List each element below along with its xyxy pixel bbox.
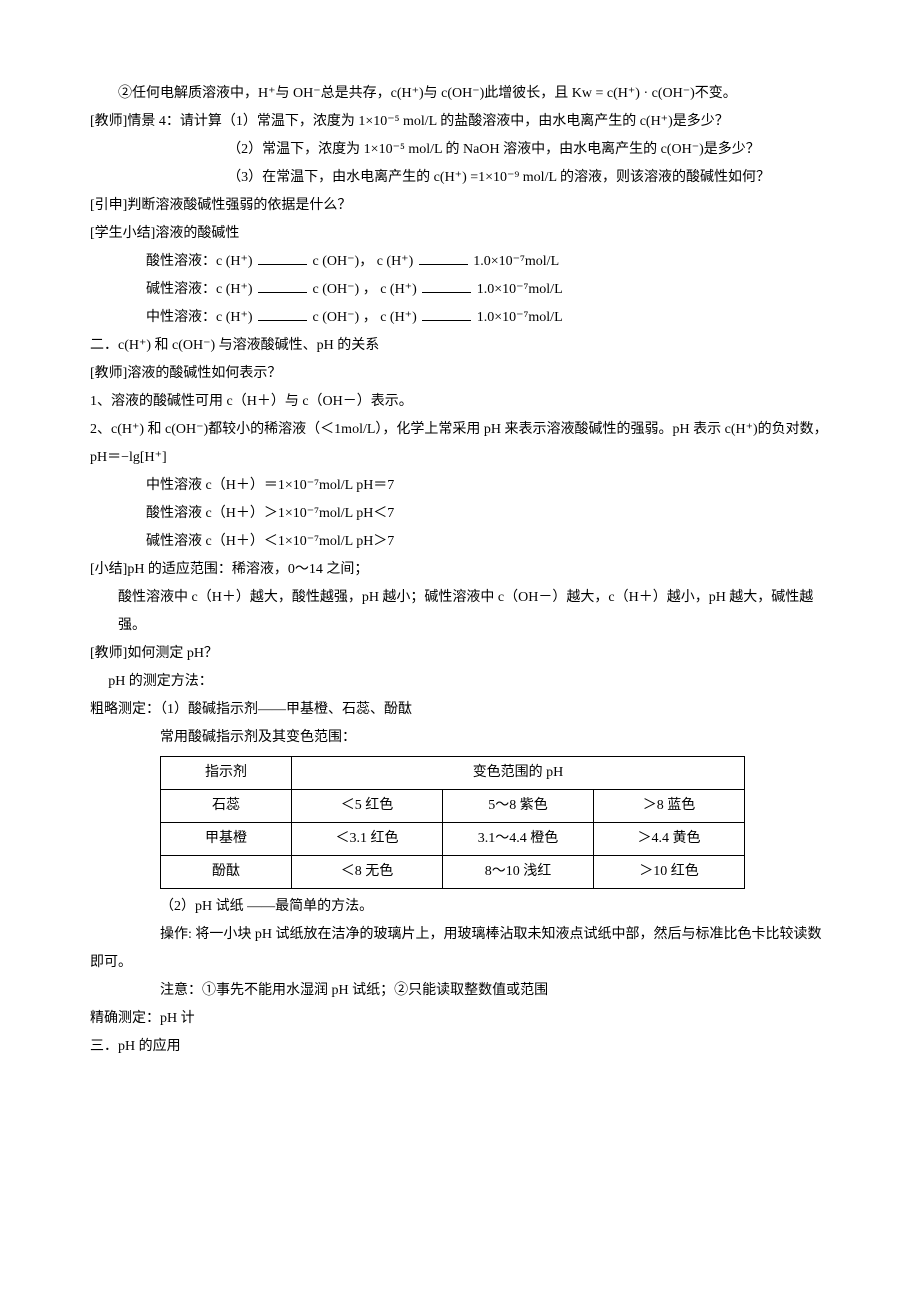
para-kw-constant: ②任何电解质溶液中，H⁺与 OH⁻总是共存，c(H⁺)与 c(OH⁻)此增彼长，… <box>90 80 830 108</box>
table-header-row: 指示剂 变色范围的 pH <box>161 757 745 790</box>
row-acidic-b: c (OH⁻)， c (H⁺) <box>309 254 417 269</box>
row-neutral-b: c (OH⁻) ， c (H⁺) <box>309 310 420 325</box>
para-method-heading: pH 的测定方法： <box>90 668 830 696</box>
table-row: 石蕊 ＜5 红色 5～8 紫色 ＞8 蓝色 <box>161 790 745 823</box>
para-summary-range: [小结]pH 的适应范围：稀溶液，0～14 之间； <box>90 556 830 584</box>
para-acidic-ph: 酸性溶液 c（H＋）＞1×10⁻⁷mol/L pH＜7 <box>90 500 830 528</box>
row-basic-a: 碱性溶液：c (H⁺) <box>146 282 256 297</box>
row-neutral-c: 1.0×10⁻⁷mol/L <box>473 310 562 325</box>
para-extend: [引申]判断溶液酸碱性强弱的依据是什么？ <box>90 192 830 220</box>
row-acidic-a: 酸性溶液：c (H⁺) <box>146 254 256 269</box>
para-precise: 精确测定：pH 计 <box>90 1005 830 1033</box>
td: 3.1～4.4 橙色 <box>443 823 594 856</box>
para-teacher-q-acidity: [教师]溶液的酸碱性如何表示？ <box>90 360 830 388</box>
para-teacher-q-measure: [教师]如何测定 pH？ <box>90 640 830 668</box>
row-basic: 碱性溶液：c (H⁺) c (OH⁻) ， c (H⁺) 1.0×10⁻⁷mol… <box>90 276 830 304</box>
td: 酚酞 <box>161 856 292 889</box>
para-rough-2: （2）pH 试纸 ——最简单的方法。 <box>90 893 830 921</box>
th-indicator: 指示剂 <box>161 757 292 790</box>
th-range: 变色范围的 pH <box>292 757 745 790</box>
para-scenario4-q2: （2）常温下，浓度为 1×10⁻⁵ mol/L 的 NaOH 溶液中，由水电离产… <box>90 136 830 164</box>
blank-fill[interactable] <box>419 250 468 265</box>
para-scenario4-q3: （3）在常温下，由水电离产生的 c(H⁺) =1×10⁻⁹ mol/L 的溶液，… <box>90 164 830 192</box>
td: 甲基橙 <box>161 823 292 856</box>
td: 5～8 紫色 <box>443 790 594 823</box>
td: 8～10 浅红 <box>443 856 594 889</box>
para-basic-ph: 碱性溶液 c（H＋）＜1×10⁻⁷mol/L pH＞7 <box>90 528 830 556</box>
para-neutral-ph: 中性溶液 c（H＋）＝1×10⁻⁷mol/L pH＝7 <box>90 472 830 500</box>
para-operation-text: 操作: 将一小块 pH 试纸放在洁净的玻璃片上，用玻璃棒沾取未知液点试纸中部，然… <box>90 927 822 970</box>
row-neutral: 中性溶液：c (H⁺) c (OH⁻) ， c (H⁺) 1.0×10⁻⁷mol… <box>90 304 830 332</box>
td: ＜5 红色 <box>292 790 443 823</box>
row-basic-c: 1.0×10⁻⁷mol/L <box>473 282 562 297</box>
table-row: 酚酞 ＜8 无色 8～10 浅红 ＞10 红色 <box>161 856 745 889</box>
para-summary-relation: 酸性溶液中 c（H＋）越大，酸性越强，pH 越小；碱性溶液中 c（OH－）越大，… <box>90 584 830 640</box>
heading-section-3: 三．pH 的应用 <box>90 1033 830 1061</box>
table-row: 甲基橙 ＜3.1 红色 3.1～4.4 橙色 ＞4.4 黄色 <box>161 823 745 856</box>
row-acidic-c: 1.0×10⁻⁷mol/L <box>470 254 559 269</box>
para-item-2: 2、c(H⁺) 和 c(OH⁻)都较小的稀溶液（＜1mol/L），化学上常采用 … <box>90 416 830 472</box>
row-acidic: 酸性溶液：c (H⁺) c (OH⁻)， c (H⁺) 1.0×10⁻⁷mol/… <box>90 248 830 276</box>
row-neutral-a: 中性溶液：c (H⁺) <box>146 310 256 325</box>
para-note: 注意：①事先不能用水湿润 pH 试纸；②只能读取整数值或范围 <box>90 977 830 1005</box>
blank-fill[interactable] <box>422 278 471 293</box>
row-basic-b: c (OH⁻) ， c (H⁺) <box>309 282 420 297</box>
td: 石蕊 <box>161 790 292 823</box>
blank-fill[interactable] <box>258 250 307 265</box>
td: ＞10 红色 <box>594 856 745 889</box>
para-indicator-heading: 常用酸碱指示剂及其变色范围： <box>90 724 830 752</box>
para-rough-1: 粗略测定：（1）酸碱指示剂——甲基橙、石蕊、酚酞 <box>90 696 830 724</box>
para-scenario4-q1: [教师]情景 4：请计算（1）常温下，浓度为 1×10⁻⁵ mol/L 的盐酸溶… <box>90 108 830 136</box>
para-item-1: 1、溶液的酸碱性可用 c（H＋）与 c（OH－）表示。 <box>90 388 830 416</box>
td: ＞8 蓝色 <box>594 790 745 823</box>
td: ＞4.4 黄色 <box>594 823 745 856</box>
td: ＜8 无色 <box>292 856 443 889</box>
indicator-table: 指示剂 变色范围的 pH 石蕊 ＜5 红色 5～8 紫色 ＞8 蓝色 甲基橙 ＜… <box>160 756 745 889</box>
blank-fill[interactable] <box>422 306 471 321</box>
heading-section-2: 二．c(H⁺) 和 c(OH⁻) 与溶液酸碱性、pH 的关系 <box>90 332 830 360</box>
blank-fill[interactable] <box>258 278 307 293</box>
td: ＜3.1 红色 <box>292 823 443 856</box>
para-operation: 操作: 将一小块 pH 试纸放在洁净的玻璃片上，用玻璃棒沾取未知液点试纸中部，然… <box>90 921 830 977</box>
para-student-summary: [学生小结]溶液的酸碱性 <box>90 220 830 248</box>
blank-fill[interactable] <box>258 306 307 321</box>
